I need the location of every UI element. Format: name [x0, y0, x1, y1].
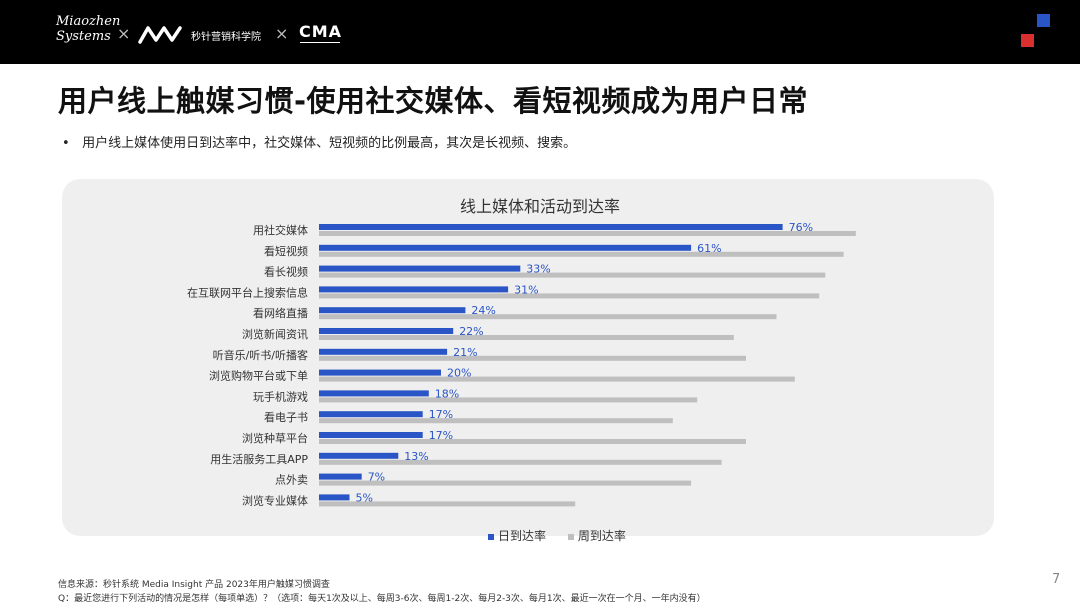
bullet-text: 用户线上媒体使用日到达率中，社交媒体、短视频的比例最高，其次是长视频、搜索。 [82, 136, 577, 151]
chart-title: 线上媒体和活动到达率 [459, 197, 620, 216]
daily-reach-label: 17% [429, 408, 453, 421]
daily-reach-label: 31% [514, 283, 538, 296]
category-label: 玩手机游戏 [253, 389, 308, 403]
category-label: 浏览种草平台 [242, 431, 308, 445]
academy-name: 秒针营销科学院 [191, 32, 261, 43]
weekly-reach-bar [319, 293, 820, 299]
daily-reach-bar [319, 348, 448, 355]
daily-reach-label: 5% [356, 491, 373, 504]
daily-reach-label: 13% [404, 450, 428, 463]
weekly-reach-bar [319, 251, 844, 257]
weekly-reach-bar [319, 355, 746, 361]
daily-reach-label: 20% [447, 367, 471, 380]
daily-reach-bar [319, 265, 521, 272]
daily-reach-label: 33% [526, 263, 550, 276]
page-number: 7 [1052, 572, 1061, 587]
weekly-reach-bar [319, 459, 722, 465]
weekly-reach-bar [319, 231, 856, 236]
daily-reach-bar [319, 369, 441, 376]
logo-line-1: Miaozhen [56, 14, 121, 29]
daily-reach-label: 24% [471, 304, 495, 317]
slide-title: 用户线上触媒习惯-使用社交媒体、看短视频成为用户日常 [58, 84, 809, 118]
weekly-reach-bar [319, 335, 734, 340]
weekly-reach-bar [319, 439, 746, 444]
legend-item-weekly: 周到达率 [567, 529, 626, 543]
mz-academy-logo-icon [138, 26, 182, 44]
daily-reach-bar [319, 328, 454, 334]
legend-item-daily: 日到达率 [488, 529, 546, 543]
separator-icon-2: × [275, 24, 289, 43]
weekly-reach-bar [319, 480, 692, 486]
category-label: 浏览专业媒体 [242, 493, 308, 507]
daily-reach-label: 17% [429, 429, 453, 442]
category-label: 用社交媒体 [253, 223, 308, 237]
weekly-reach-bar [319, 397, 698, 403]
red-square-icon [1021, 34, 1034, 47]
separator-icon: × [117, 24, 131, 43]
logo-line-2: Systems [56, 29, 111, 44]
daily-reach-bar [319, 286, 509, 293]
daily-reach-bar [319, 307, 466, 314]
category-label: 看长视频 [264, 265, 308, 279]
daily-reach-bar [319, 224, 783, 230]
blue-square-icon [1037, 14, 1050, 27]
weekly-reach-bar [319, 418, 673, 424]
cma-logo: CMA [299, 22, 343, 41]
category-label: 看短视频 [264, 244, 308, 258]
legend-label-weekly: 周到达率 [577, 529, 626, 543]
legend-swatch-weekly [567, 533, 574, 540]
weekly-reach-bar [319, 376, 795, 382]
legend-swatch-daily [488, 533, 494, 540]
daily-reach-label: 7% [368, 471, 385, 484]
daily-reach-label: 76% [789, 221, 813, 234]
daily-reach-label: 21% [453, 346, 477, 359]
daily-reach-label: 18% [435, 387, 459, 400]
category-label: 在互联网平台上搜索信息 [187, 285, 308, 299]
daily-reach-bar [319, 432, 423, 438]
daily-reach-bar [319, 494, 350, 501]
miaozhen-logo: Miaozhen Systems [56, 14, 120, 44]
cma-logo-underline [300, 42, 340, 47]
daily-reach-label: 61% [697, 242, 721, 255]
category-label: 看电子书 [264, 410, 308, 424]
category-label: 看网络直播 [253, 306, 308, 320]
daily-reach-label: 22% [459, 325, 483, 338]
weekly-reach-bar [319, 501, 576, 507]
chart-legend: 日到达率 周到达率 [488, 527, 644, 544]
daily-reach-bar [319, 411, 423, 418]
category-label: 浏览购物平台或下单 [209, 369, 308, 383]
category-label: 浏览新闻资讯 [242, 327, 308, 341]
question-note: Q：最近您进行下列活动的情况是怎样（每项单选）？（选项：每天1次及以上、每周3-… [58, 594, 706, 604]
category-label: 用生活服务工具APP [210, 452, 308, 466]
bullet-point: • 用户线上媒体使用日到达率中，社交媒体、短视频的比例最高，其次是长视频、搜索。 [62, 132, 576, 151]
source-note: 信息来源：秒针系统 Media Insight 产品 2023年用户触媒习惯调查 [58, 580, 330, 590]
top-banner: Miaozhen Systems × 秒针营销科学院 × CMA [0, 0, 1080, 64]
weekly-reach-bar [319, 314, 777, 320]
weekly-reach-bar [319, 272, 826, 278]
bullet-marker: • [62, 136, 70, 151]
category-label: 点外卖 [275, 474, 308, 487]
legend-label-daily: 日到达率 [498, 529, 547, 543]
category-label: 听音乐/听书/听播客 [213, 348, 308, 362]
daily-reach-bar [319, 452, 399, 459]
daily-reach-bar [319, 473, 362, 480]
daily-reach-bar [319, 244, 692, 251]
daily-reach-bar [319, 390, 429, 397]
